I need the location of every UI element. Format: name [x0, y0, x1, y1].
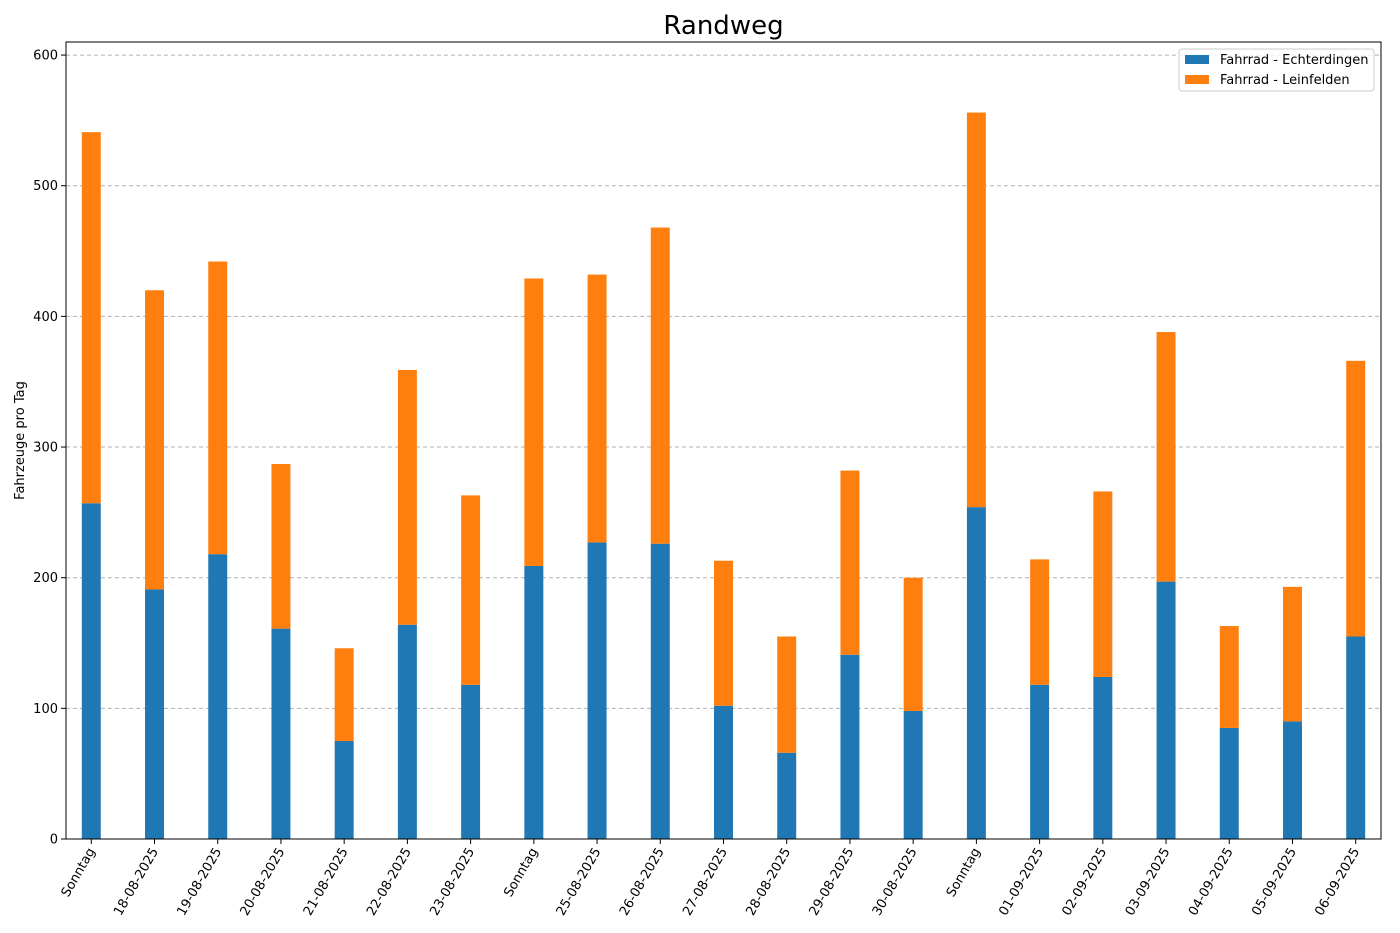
bar-leinfelden	[81, 132, 101, 504]
bar-leinfelden	[650, 227, 670, 544]
bar-echterdingen	[840, 654, 860, 839]
bars	[81, 112, 1366, 839]
bar-leinfelden	[397, 369, 417, 625]
bar-leinfelden	[461, 495, 481, 685]
legend-label: Fahrrad - Echterdingen	[1220, 53, 1369, 68]
bar-echterdingen	[81, 503, 101, 839]
bar-echterdingen	[587, 542, 607, 839]
bar-leinfelden	[1346, 360, 1366, 637]
y-tick-label: 0	[50, 833, 58, 848]
bar-echterdingen	[1156, 581, 1176, 839]
bar-leinfelden	[1093, 491, 1113, 677]
bar-leinfelden	[208, 261, 228, 555]
bar-leinfelden	[524, 278, 544, 566]
legend-label: Fahrrad - Leinfelden	[1220, 73, 1350, 88]
bar-leinfelden	[1219, 626, 1239, 728]
bar-leinfelden	[271, 464, 291, 629]
bar-echterdingen	[145, 589, 164, 839]
bar-echterdingen	[524, 565, 544, 839]
y-tick-label: 200	[33, 571, 58, 586]
bar-echterdingen	[714, 705, 733, 839]
bar-echterdingen	[208, 554, 228, 839]
bar-leinfelden	[777, 636, 797, 753]
bar-echterdingen	[777, 752, 797, 839]
bar-echterdingen	[1093, 676, 1113, 839]
bar-leinfelden	[840, 470, 860, 655]
bar-echterdingen	[650, 543, 670, 839]
bar-echterdingen	[397, 624, 417, 839]
bar-leinfelden	[1283, 586, 1302, 722]
bar-echterdingen	[966, 507, 986, 839]
bar-leinfelden	[903, 577, 923, 711]
bar-echterdingen	[271, 628, 291, 839]
bar-leinfelden	[587, 274, 607, 543]
legend-box	[1178, 48, 1375, 92]
bar-echterdingen	[1219, 727, 1239, 839]
bar-echterdingen	[1283, 721, 1302, 839]
y-axis-label: Fahrzeuge pro Tag	[13, 381, 28, 500]
legend: Fahrrad - Echterdingen Fahrrad - Leinfeld…	[1178, 48, 1375, 92]
chart-title: Randweg	[663, 11, 783, 41]
y-axis: 0 100 200 300 400 500 600	[33, 49, 66, 848]
bar-leinfelden	[714, 560, 733, 706]
bar-leinfelden	[334, 648, 354, 742]
y-tick-label: 600	[33, 49, 58, 64]
legend-swatch	[1185, 75, 1209, 84]
y-tick-label: 100	[33, 702, 58, 717]
bar-echterdingen	[1346, 636, 1366, 839]
bar-echterdingen	[461, 684, 481, 839]
bar-leinfelden	[1156, 332, 1176, 582]
bar-echterdingen	[1030, 684, 1050, 839]
legend-swatch	[1185, 55, 1209, 64]
y-tick-label: 300	[33, 441, 58, 456]
y-tick-label: 400	[33, 310, 58, 325]
bar-leinfelden	[145, 290, 164, 590]
bar-leinfelden	[1030, 559, 1050, 685]
bar-leinfelden	[966, 112, 986, 508]
y-tick-label: 500	[33, 179, 58, 194]
bar-echterdingen	[334, 741, 354, 839]
bar-echterdingen	[903, 710, 923, 839]
